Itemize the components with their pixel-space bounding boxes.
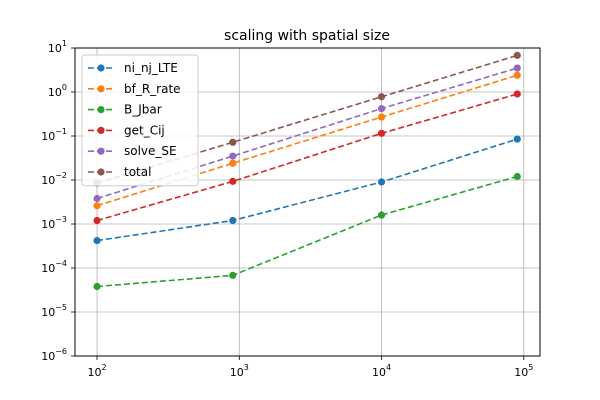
- y-tick-label: 10−6: [41, 347, 67, 363]
- series-get_Cij: [93, 90, 521, 225]
- data-point: [377, 113, 386, 121]
- plot-frame: [74, 47, 541, 357]
- series-layer: [93, 51, 521, 291]
- legend-marker: [97, 64, 105, 72]
- legend: ni_nj_LTE bf_R_rate B_Jbar get_Cij solve_SEt…: [81, 54, 199, 187]
- legend-marker: [97, 126, 105, 134]
- y-tick-label: 10−2: [41, 171, 67, 187]
- legend-label: get_Cij: [124, 123, 165, 137]
- data-point: [229, 152, 237, 160]
- series-line: [96, 138, 518, 242]
- data-point: [513, 71, 521, 79]
- legend-box: [81, 54, 199, 187]
- data-point: [513, 64, 521, 72]
- legend-label: total: [124, 165, 151, 179]
- data-point: [513, 135, 521, 143]
- data-point: [93, 216, 101, 225]
- data-point: [377, 93, 386, 101]
- series-solve_SE: [93, 64, 521, 203]
- data-point: [513, 172, 521, 181]
- legend-marker: [97, 85, 105, 93]
- series-line: [96, 67, 518, 200]
- x-tick-label: 104: [372, 363, 391, 379]
- legend-marker: [97, 147, 105, 155]
- legend-item: bf_R_rate: [88, 82, 181, 96]
- data-point: [93, 202, 101, 210]
- data-point: [229, 216, 237, 225]
- data-point: [377, 178, 386, 186]
- y-tick-label: 10−4: [41, 259, 67, 275]
- legend-label: B_Jbar: [124, 103, 162, 117]
- y-tick-label: 100: [48, 83, 67, 99]
- data-point: [229, 138, 237, 146]
- axis-ticks: 102 103 104 105 10−6 10−5 10−4 10−3 10−2 10−1 100 1…: [41, 39, 533, 379]
- legend-label: bf_R_rate: [124, 82, 181, 96]
- chart-title: scaling with spatial size: [224, 28, 390, 44]
- legend-item: solve_SE: [88, 144, 177, 158]
- data-point: [93, 236, 101, 245]
- legend-item: get_Cij: [88, 123, 165, 137]
- data-point: [513, 90, 521, 98]
- legend-item: ni_nj_LTE: [88, 61, 178, 75]
- legend-item: total: [88, 165, 151, 179]
- legend-marker: [97, 168, 105, 176]
- data-point: [93, 282, 101, 291]
- x-tick-label: 102: [87, 363, 106, 379]
- y-tick-label: 10−1: [41, 127, 67, 143]
- data-point: [377, 104, 386, 113]
- series-line: [96, 54, 518, 184]
- data-point: [377, 211, 386, 219]
- series-ni_nj_LTE: [93, 135, 521, 245]
- x-tick-label: 103: [230, 363, 249, 379]
- data-point: [377, 129, 386, 137]
- series-line: [96, 175, 518, 288]
- legend-label: ni_nj_LTE: [124, 61, 178, 75]
- series-bf_R_rate: [93, 71, 521, 210]
- data-point: [229, 177, 237, 185]
- data-point: [93, 194, 101, 203]
- data-point: [229, 271, 237, 279]
- y-tick-label: 10−5: [41, 303, 67, 319]
- series-line: [96, 93, 518, 222]
- y-tick-label: 101: [48, 39, 67, 55]
- legend-item: B_Jbar: [88, 103, 162, 117]
- data-point: [513, 51, 521, 59]
- y-tick-label: 10−3: [41, 215, 67, 231]
- data-point: [229, 159, 237, 167]
- legend-label: solve_SE: [124, 144, 177, 158]
- x-tick-label: 105: [514, 363, 533, 379]
- series-line: [96, 74, 518, 207]
- series-B_Jbar: [93, 172, 521, 291]
- legend-marker: [97, 106, 105, 114]
